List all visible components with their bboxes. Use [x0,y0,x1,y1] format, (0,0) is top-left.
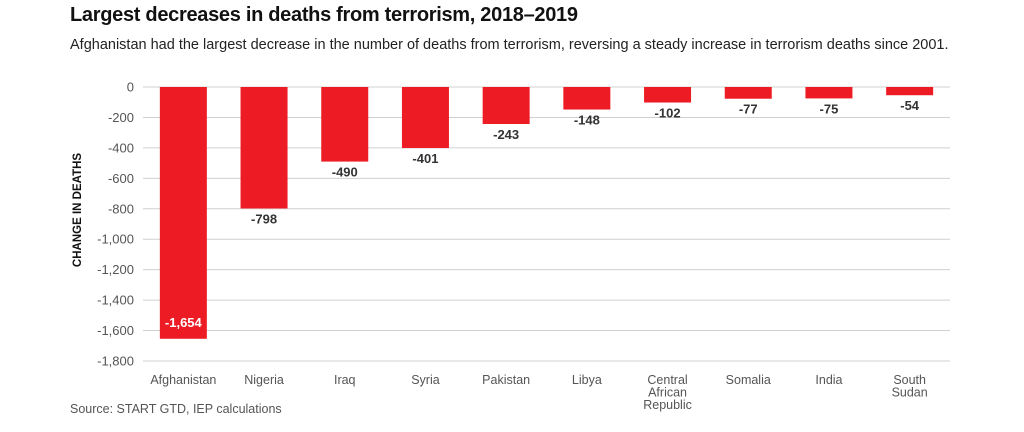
x-tick-label: South [893,373,926,387]
x-tick-label: African [648,386,687,400]
x-tick-label: Iraq [334,373,356,387]
chart-subtitle: Afghanistan had the largest decrease in … [70,37,949,53]
data-label: -490 [332,165,358,180]
data-label: -243 [493,127,519,142]
x-tick-label: Nigeria [244,373,284,387]
y-tick-label: -600 [108,171,134,186]
chart-title: Largest decreases in deaths from terrori… [70,4,578,26]
x-tick-label: Republic [643,398,692,412]
y-tick-label: -1,600 [97,323,134,338]
data-label: -1,654 [165,315,203,330]
data-label: -54 [900,98,920,113]
y-tick-label: -1,200 [97,262,134,277]
y-tick-label: -800 [108,201,134,216]
bar [563,87,611,110]
x-tick-label: Pakistan [482,373,530,387]
y-tick-label: -1,000 [97,232,134,247]
x-tick-label: Libya [572,373,602,387]
bar [401,87,449,149]
y-tick-label: -1,400 [97,293,134,308]
bar [644,87,692,103]
data-label: -77 [739,102,758,117]
x-tick-label: Central [647,373,687,387]
bar [805,87,853,99]
bar [240,87,288,209]
y-tick-label: -200 [108,110,134,125]
bar [886,87,934,96]
data-label: -102 [655,106,681,121]
y-tick-label: 0 [127,80,134,95]
y-tick-label: -1,800 [97,354,134,369]
data-label: -148 [574,113,600,128]
bar [321,87,369,162]
bar [482,87,530,124]
source-note: Source: START GTD, IEP calculations [70,402,282,416]
data-label: -401 [412,151,438,166]
data-label: -75 [820,101,839,116]
x-tick-label: Afghanistan [150,373,216,387]
x-tick-label: Syria [411,373,440,387]
y-axis-label: CHANGE IN DEATHS [72,153,84,267]
x-tick-label: Sudan [892,386,928,400]
bar [724,87,772,99]
data-label: -798 [251,211,277,226]
bar [159,87,207,339]
y-tick-label: -400 [108,140,134,155]
x-tick-label: India [815,373,842,387]
x-tick-label: Somalia [726,373,771,387]
